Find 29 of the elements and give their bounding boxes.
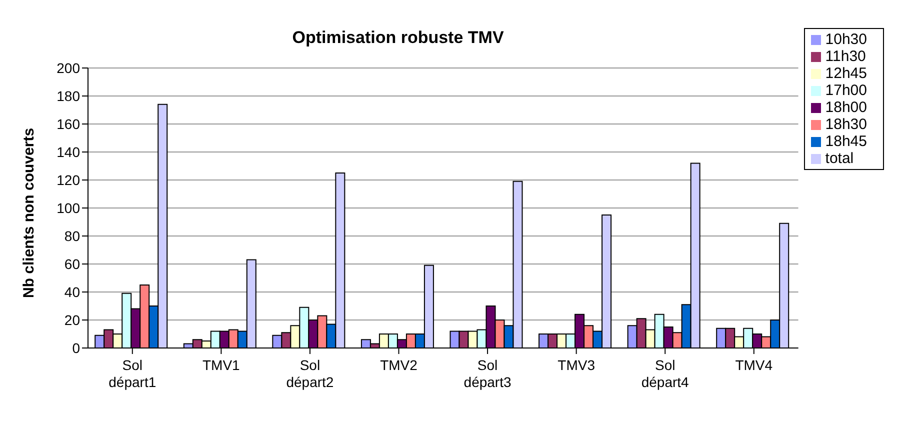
chart-title: Optimisation robuste TMV bbox=[291, 28, 505, 48]
y-tick-label: 0 bbox=[72, 340, 80, 356]
y-tick-label: 140 bbox=[56, 144, 80, 160]
legend-label: 10h30 bbox=[825, 31, 867, 48]
y-tick-label: 160 bbox=[56, 116, 80, 132]
y-axis-title: Nb clients non couverts bbox=[20, 128, 38, 298]
y-tick-label: 20 bbox=[64, 312, 80, 328]
x-tick-label: TMV1 bbox=[202, 357, 240, 373]
x-tick-label: Sol départ4 bbox=[641, 357, 690, 390]
legend-label: 18h30 bbox=[825, 116, 867, 133]
legend-label: 12h45 bbox=[825, 65, 867, 82]
y-tick-label: 120 bbox=[56, 172, 80, 188]
legend-label: 17h00 bbox=[825, 82, 867, 99]
legend-label: total bbox=[825, 150, 854, 167]
legend-label: 18h00 bbox=[825, 99, 867, 116]
y-tick-label: 100 bbox=[56, 200, 80, 216]
x-tick-label: Sol départ2 bbox=[286, 357, 334, 390]
y-tick-label: 200 bbox=[56, 60, 80, 76]
legend-label: 18h45 bbox=[825, 133, 867, 150]
x-tick-label: Sol départ3 bbox=[464, 357, 512, 390]
x-tick-label: Sol départ1 bbox=[108, 357, 156, 390]
x-tick-label: TMV4 bbox=[735, 357, 773, 373]
x-tick-label: TMV3 bbox=[558, 357, 596, 373]
legend-label: 11h30 bbox=[825, 48, 866, 65]
x-tick-label: TMV2 bbox=[380, 357, 418, 373]
y-tick-label: 80 bbox=[64, 228, 80, 244]
y-tick-label: 180 bbox=[56, 88, 80, 104]
y-tick-label: 40 bbox=[64, 284, 80, 300]
y-tick-label: 60 bbox=[64, 256, 80, 272]
